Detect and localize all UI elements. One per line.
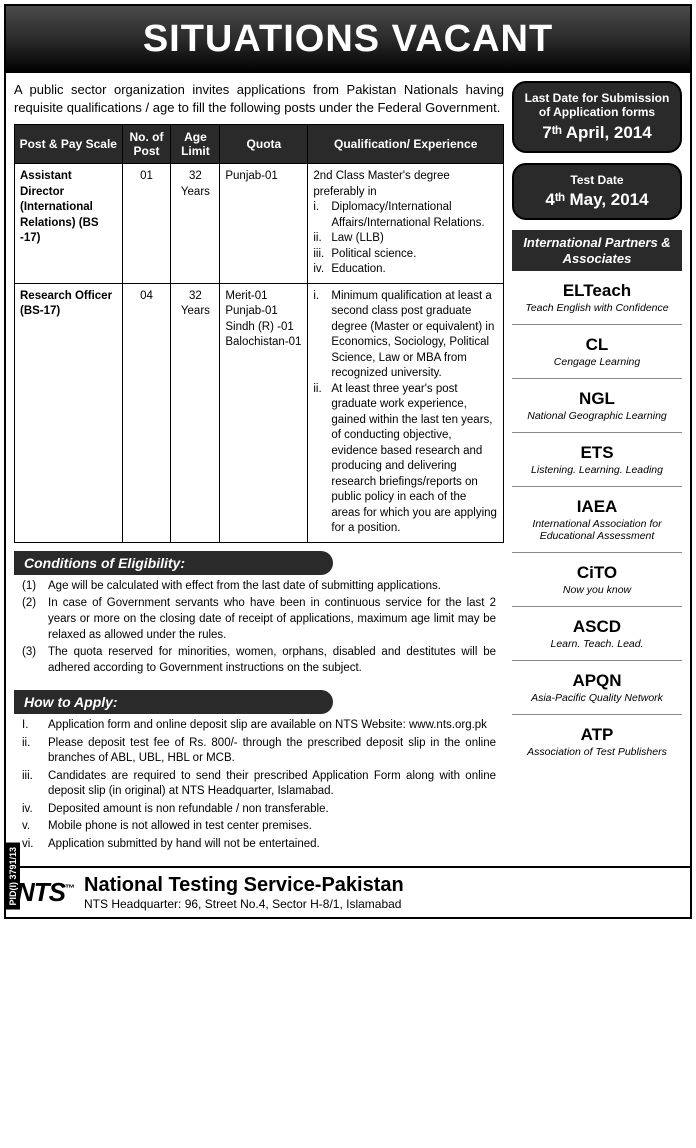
table-cell: i.Minimum qualification at least a secon… (308, 283, 504, 542)
table-cell: 32 Years (171, 283, 220, 542)
pid-label: PID(I) 3791/13 (6, 843, 20, 910)
partner-name: ATP (516, 725, 678, 745)
submission-value: 7ᵗʰ April, 2014 (520, 123, 674, 143)
partner-tagline: Association of Test Publishers (516, 746, 678, 758)
list-item: v.Mobile phone is not allowed in test ce… (22, 819, 496, 835)
list-item: vi.Application submitted by hand will no… (22, 837, 496, 853)
page-title-banner: SITUATIONS VACANT (6, 6, 690, 73)
table-row: Research Officer (BS-17)0432 YearsMerit-… (15, 283, 504, 542)
partner-name: CiTO (516, 563, 678, 583)
col-qual: Qualification/ Experience (308, 125, 504, 164)
partner-tagline: Learn. Teach. Lead. (516, 638, 678, 650)
col-post: Post & Pay Scale (15, 125, 123, 164)
table-cell: 32 Years (171, 164, 220, 284)
table-row: Assistant Director (International Relati… (15, 164, 504, 284)
col-no: No. of Post (122, 125, 171, 164)
eligibility-header: Conditions of Eligibility: (14, 551, 333, 575)
submission-label: Last Date for Submission of Application … (520, 91, 674, 120)
partner-tagline: Cengage Learning (516, 356, 678, 368)
list-item: (3)The quota reserved for minorities, wo… (22, 645, 496, 676)
partner-name: ETS (516, 443, 678, 463)
partner-tagline: Listening. Learning. Leading (516, 464, 678, 476)
list-item: iv.Deposited amount is non refundable / … (22, 802, 496, 818)
partner-name: APQN (516, 671, 678, 691)
page-container: PID(I) 3791/13 SITUATIONS VACANT A publi… (4, 4, 692, 919)
partners-list: ELTeachTeach English with ConfidenceCLCe… (512, 271, 682, 768)
list-item: I.Application form and online deposit sl… (22, 718, 496, 734)
test-label: Test Date (520, 173, 674, 187)
partners-header: International Partners & Associates (512, 230, 682, 271)
intro-text: A public sector organization invites app… (14, 81, 504, 116)
right-column: Last Date for Submission of Application … (512, 81, 682, 858)
jobs-table: Post & Pay Scale No. of Post Age Limit Q… (14, 124, 504, 543)
table-cell: 04 (122, 283, 171, 542)
list-item: (2)In case of Government servants who ha… (22, 596, 496, 643)
eligibility-list: (1)Age will be calculated with effect fr… (14, 575, 504, 682)
list-item: iii.Candidates are required to send thei… (22, 769, 496, 800)
partner-item: APQNAsia-Pacific Quality Network (512, 661, 682, 715)
partner-name: ELTeach (516, 281, 678, 301)
footer-title: National Testing Service-Pakistan (84, 874, 680, 897)
test-value: 4ᵗʰ May, 2014 (520, 190, 674, 210)
partner-name: CL (516, 335, 678, 355)
apply-list: I.Application form and online deposit sl… (14, 714, 504, 858)
partner-item: CiTONow you know (512, 553, 682, 607)
partner-item: NGLNational Geographic Learning (512, 379, 682, 433)
table-cell: 01 (122, 164, 171, 284)
partner-tagline: Asia-Pacific Quality Network (516, 692, 678, 704)
footer: NTS™ National Testing Service-Pakistan N… (6, 866, 690, 917)
col-quota: Quota (220, 125, 308, 164)
partner-tagline: Teach English with Confidence (516, 302, 678, 314)
partner-name: ASCD (516, 617, 678, 637)
list-item: (1)Age will be calculated with effect fr… (22, 579, 496, 595)
table-header-row: Post & Pay Scale No. of Post Age Limit Q… (15, 125, 504, 164)
footer-text: National Testing Service-Pakistan NTS He… (84, 874, 680, 911)
partner-item: ATPAssociation of Test Publishers (512, 715, 682, 768)
table-cell: Research Officer (BS-17) (15, 283, 123, 542)
partner-tagline: International Association for Educationa… (516, 518, 678, 542)
table-cell: Merit-01 Punjab-01 Sindh (R) -01 Balochi… (220, 283, 308, 542)
partner-item: CLCengage Learning (512, 325, 682, 379)
table-cell: Assistant Director (International Relati… (15, 164, 123, 284)
partner-name: IAEA (516, 497, 678, 517)
partner-name: NGL (516, 389, 678, 409)
partner-tagline: Now you know (516, 584, 678, 596)
partner-item: ASCDLearn. Teach. Lead. (512, 607, 682, 661)
partner-item: ETSListening. Learning. Leading (512, 433, 682, 487)
nts-logo: NTS™ (16, 877, 74, 908)
test-date-box: Test Date 4ᵗʰ May, 2014 (512, 163, 682, 220)
partner-tagline: National Geographic Learning (516, 410, 678, 422)
left-column: A public sector organization invites app… (14, 81, 504, 858)
content-wrap: A public sector organization invites app… (6, 73, 690, 866)
tm-mark: ™ (65, 884, 74, 895)
submission-date-box: Last Date for Submission of Application … (512, 81, 682, 153)
col-age: Age Limit (171, 125, 220, 164)
apply-header: How to Apply: (14, 690, 333, 714)
table-cell: Punjab-01 (220, 164, 308, 284)
partner-item: ELTeachTeach English with Confidence (512, 271, 682, 325)
logo-text: NTS (16, 877, 65, 907)
list-item: ii.Please deposit test fee of Rs. 800/- … (22, 736, 496, 767)
partner-item: IAEAInternational Association for Educat… (512, 487, 682, 553)
table-cell: 2nd Class Master's degree preferably ini… (308, 164, 504, 284)
footer-address: NTS Headquarter: 96, Street No.4, Sector… (84, 897, 680, 911)
